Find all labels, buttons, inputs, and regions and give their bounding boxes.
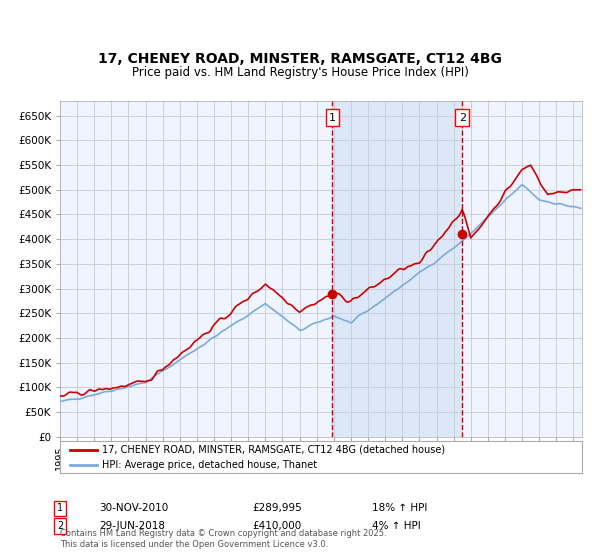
Text: 30-NOV-2010: 30-NOV-2010 — [99, 503, 168, 514]
Text: Price paid vs. HM Land Registry's House Price Index (HPI): Price paid vs. HM Land Registry's House … — [131, 66, 469, 80]
Text: 17, CHENEY ROAD, MINSTER, RAMSGATE, CT12 4BG (detached house): 17, CHENEY ROAD, MINSTER, RAMSGATE, CT12… — [102, 445, 445, 455]
Text: 2: 2 — [57, 521, 63, 531]
Text: Contains HM Land Registry data © Crown copyright and database right 2025.
This d: Contains HM Land Registry data © Crown c… — [60, 529, 386, 549]
Text: 2: 2 — [458, 113, 466, 123]
Text: 18% ↑ HPI: 18% ↑ HPI — [372, 503, 427, 514]
Text: 1: 1 — [329, 113, 336, 123]
Text: HPI: Average price, detached house, Thanet: HPI: Average price, detached house, Than… — [102, 460, 317, 470]
Text: 17, CHENEY ROAD, MINSTER, RAMSGATE, CT12 4BG: 17, CHENEY ROAD, MINSTER, RAMSGATE, CT12… — [98, 52, 502, 66]
Bar — [332, 101, 462, 437]
Text: £410,000: £410,000 — [252, 521, 301, 531]
Text: 29-JUN-2018: 29-JUN-2018 — [99, 521, 165, 531]
Text: £289,995: £289,995 — [252, 503, 302, 514]
Text: 1: 1 — [57, 503, 63, 514]
Text: 4% ↑ HPI: 4% ↑ HPI — [372, 521, 421, 531]
